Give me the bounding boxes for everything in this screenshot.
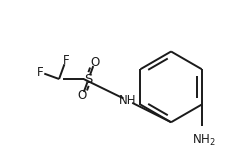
Text: F: F [62, 54, 69, 67]
Text: S: S [84, 73, 93, 86]
Text: NH$_2$: NH$_2$ [192, 133, 216, 148]
Text: NH: NH [119, 94, 137, 107]
Text: O: O [90, 56, 99, 69]
Text: F: F [37, 66, 44, 79]
Text: O: O [78, 89, 87, 102]
